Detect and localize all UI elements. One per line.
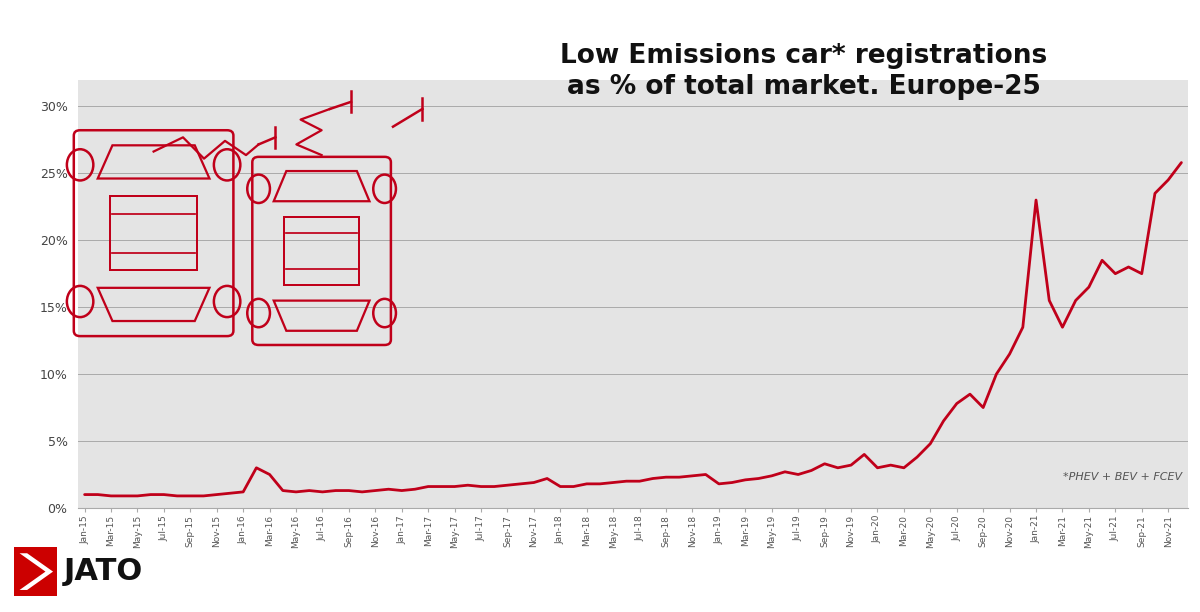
Text: Low Emissions car* registrations
as % of total market. Europe-25: Low Emissions car* registrations as % of… bbox=[560, 43, 1048, 100]
FancyBboxPatch shape bbox=[14, 547, 58, 596]
Text: *PHEV + BEV + FCEV: *PHEV + BEV + FCEV bbox=[1063, 472, 1182, 482]
Text: JATO: JATO bbox=[64, 557, 143, 586]
Polygon shape bbox=[19, 553, 53, 590]
